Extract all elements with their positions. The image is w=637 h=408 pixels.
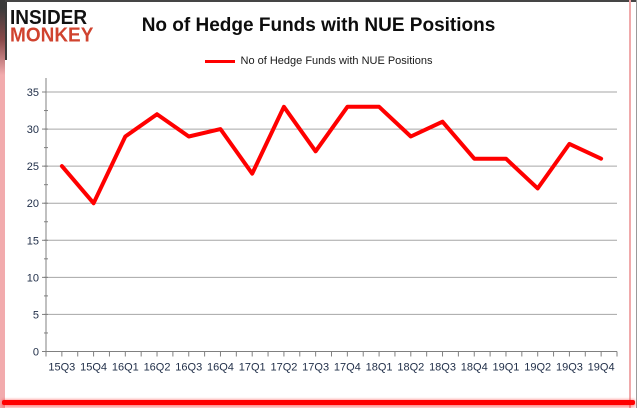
x-axis-label: 17Q4 bbox=[334, 362, 361, 374]
x-axis-label: 16Q4 bbox=[207, 362, 234, 374]
insider-monkey-logo: INSIDER MONKEY bbox=[10, 6, 94, 47]
frame-top-border bbox=[0, 0, 637, 2]
x-axis-label: 19Q4 bbox=[588, 362, 615, 374]
x-axis-label: 19Q3 bbox=[556, 362, 583, 374]
frame-bottom-red-bar bbox=[2, 400, 635, 405]
x-axis-label: 15Q4 bbox=[80, 362, 107, 374]
y-axis-label: 15 bbox=[27, 235, 39, 247]
x-axis-label: 19Q2 bbox=[524, 362, 551, 374]
frame-left-border bbox=[0, 0, 5, 408]
chart-legend: No of Hedge Funds with NUE Positions bbox=[0, 55, 637, 67]
x-axis-label: 16Q2 bbox=[144, 362, 171, 374]
series-line bbox=[59, 104, 604, 206]
legend-label: No of Hedge Funds with NUE Positions bbox=[240, 55, 433, 67]
y-axis-label: 0 bbox=[33, 347, 39, 359]
legend-line-swatch bbox=[204, 59, 235, 63]
x-axis-label: 17Q2 bbox=[270, 362, 297, 374]
x-axis-label: 16Q1 bbox=[112, 362, 139, 374]
y-axis-label: 5 bbox=[33, 309, 39, 321]
logo-line2: MONKEY bbox=[10, 24, 94, 47]
x-axis-label: 17Q1 bbox=[239, 362, 266, 374]
y-axis-label: 20 bbox=[27, 198, 39, 210]
logo-line1: INSIDER bbox=[10, 6, 88, 30]
x-axis-label: 18Q4 bbox=[461, 362, 488, 374]
y-axis-label: 35 bbox=[27, 87, 39, 99]
y-axis-label: 10 bbox=[27, 272, 39, 284]
frame-left-accent bbox=[5, 2, 7, 60]
x-axis-label: 18Q2 bbox=[397, 362, 424, 374]
x-axis-label: 17Q3 bbox=[302, 362, 329, 374]
x-axis-label: 16Q3 bbox=[175, 362, 202, 374]
frame-right-border bbox=[629, 0, 631, 408]
x-axis-label: 19Q1 bbox=[493, 362, 520, 374]
chart-title: No of Hedge Funds with NUE Positions bbox=[141, 15, 496, 36]
y-axis-label: 30 bbox=[27, 124, 39, 136]
x-axis-label: 18Q1 bbox=[366, 362, 393, 374]
y-axis-label: 25 bbox=[27, 161, 39, 173]
x-axis-label: 18Q3 bbox=[429, 362, 456, 374]
x-axis-label: 15Q3 bbox=[48, 362, 75, 374]
